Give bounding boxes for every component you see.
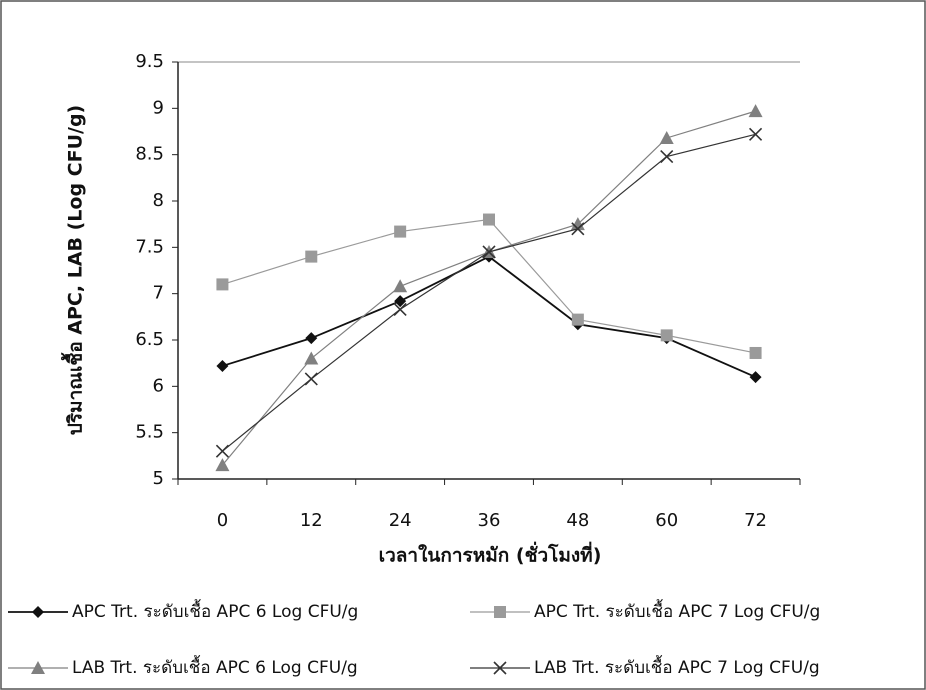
marker bbox=[305, 332, 318, 345]
x-tick-label: 24 bbox=[389, 510, 412, 531]
y-tick-label: 9 bbox=[153, 97, 164, 118]
y-tick-label: 5 bbox=[153, 468, 164, 489]
legend-label: LAB Trt. ระดับเชื้อ APC 7 Log CFU/g bbox=[534, 655, 820, 678]
marker bbox=[570, 217, 585, 231]
marker bbox=[394, 225, 407, 238]
x-axis-label: เวลาในการหมัก (ชั่วโมงที่) bbox=[379, 542, 602, 567]
marker bbox=[571, 222, 585, 236]
x-tick-label: 60 bbox=[655, 510, 678, 531]
marker bbox=[215, 458, 230, 472]
marker bbox=[393, 279, 408, 293]
marker bbox=[659, 130, 674, 144]
y-tick-label: 9.5 bbox=[135, 51, 164, 72]
legend-label: APC Trt. ระดับเชื้อ APC 7 Log CFU/g bbox=[534, 599, 820, 622]
x-tick-label: 36 bbox=[478, 510, 501, 531]
y-tick-label: 8.5 bbox=[135, 144, 164, 165]
x-tick-label: 48 bbox=[566, 510, 589, 531]
marker bbox=[749, 371, 762, 384]
x-tick-label: 72 bbox=[744, 510, 767, 531]
x-tick-label: 0 bbox=[217, 510, 228, 531]
marker bbox=[32, 606, 44, 618]
marker bbox=[216, 278, 229, 291]
marker bbox=[304, 372, 318, 386]
marker bbox=[749, 127, 763, 141]
marker bbox=[394, 295, 407, 308]
marker bbox=[215, 444, 229, 458]
y-tick-label: 8 bbox=[153, 190, 164, 211]
marker bbox=[216, 359, 229, 372]
marker bbox=[749, 346, 762, 359]
marker bbox=[483, 213, 495, 226]
x-tick-label: 12 bbox=[300, 510, 323, 531]
y-tick-label: 5.5 bbox=[135, 422, 164, 443]
marker bbox=[493, 661, 507, 675]
marker bbox=[31, 661, 45, 674]
marker bbox=[660, 329, 673, 342]
y-tick-label: 6 bbox=[153, 375, 164, 396]
y-tick-label: 7.5 bbox=[135, 236, 164, 257]
y-tick-label: 7 bbox=[153, 283, 164, 304]
marker bbox=[494, 606, 506, 618]
y-tick-label: 6.5 bbox=[135, 329, 164, 350]
marker bbox=[660, 149, 674, 164]
marker bbox=[304, 351, 319, 365]
marker bbox=[571, 313, 584, 326]
y-axis-label: ปริมาณเชื้อ APC, LAB (Log CFU/g) bbox=[61, 105, 87, 435]
marker bbox=[393, 302, 407, 316]
marker bbox=[305, 250, 318, 263]
marker bbox=[748, 104, 763, 118]
legend-label: LAB Trt. ระดับเชื้อ APC 6 Log CFU/g bbox=[72, 655, 358, 678]
legend-label: APC Trt. ระดับเชื้อ APC 6 Log CFU/g bbox=[72, 599, 358, 622]
marker bbox=[482, 245, 496, 259]
